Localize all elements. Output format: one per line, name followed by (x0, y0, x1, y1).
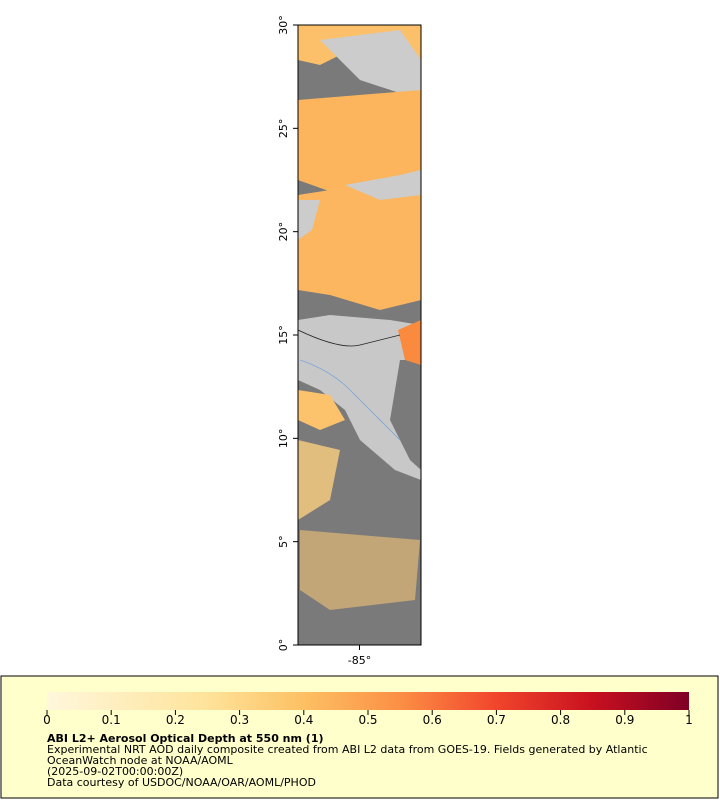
y-tick-label: 0° (277, 639, 290, 652)
colorbar-tick-label: 0.8 (551, 713, 570, 727)
legend-line: OceanWatch node at NOAA/AOML (47, 754, 234, 767)
colorbar (47, 692, 689, 710)
colorbar-tick-label: 0.4 (294, 713, 313, 727)
colorbar-tick-label: 0 (43, 713, 51, 727)
y-tick-label: 25° (277, 119, 290, 139)
colorbar-tick-label: 0.7 (487, 713, 506, 727)
y-tick-label: 20° (277, 222, 290, 242)
colorbar-tick-label: 0.6 (423, 713, 442, 727)
y-tick-label: 15° (277, 325, 290, 345)
colorbar-axis: 0 0.1 0.2 0.3 0.4 0.5 0.6 0.7 0.8 0.9 1 (43, 710, 693, 727)
axes: 0° 5° 10° 15° 20° 25° 30° -85° (277, 15, 371, 667)
colorbar-tick-label: 0.5 (358, 713, 377, 727)
legend-title: ABI L2+ Aerosol Optical Depth at 550 nm … (47, 732, 324, 745)
legend-line: Data courtesy of USDOC/NOAA/OAR/AOML/PHO… (47, 776, 316, 789)
colorbar-tick-label: 1 (685, 713, 693, 727)
y-tick-label: 30° (277, 15, 290, 35)
colorbar-tick-label: 0.3 (230, 713, 249, 727)
colorbar-tick-label: 0.2 (166, 713, 185, 727)
y-tick-label: 10° (277, 429, 290, 449)
colorbar-tick-label: 0.9 (615, 713, 634, 727)
x-tick-label: -85° (348, 654, 371, 667)
colorbar-tick-label: 0.1 (102, 713, 121, 727)
y-tick-label: 5° (277, 535, 290, 548)
legend-line: (2025-09-02T00:00:00Z) (47, 765, 183, 778)
map-image (298, 25, 421, 645)
legend-line: Experimental NRT AOD daily composite cre… (47, 743, 648, 756)
